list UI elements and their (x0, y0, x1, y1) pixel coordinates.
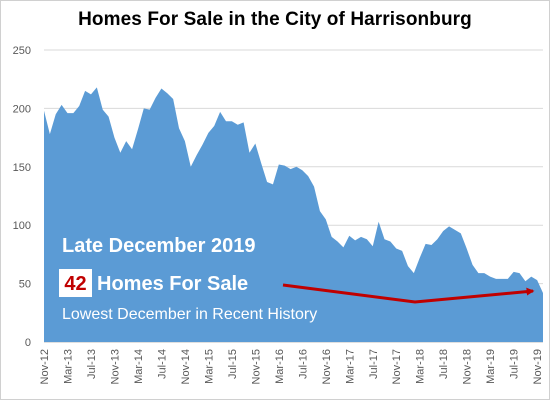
x-tick-label: Mar-15 (203, 349, 215, 384)
x-tick-label: Jul-14 (156, 349, 168, 379)
x-tick-label: Nov-15 (250, 349, 262, 384)
x-tick-label: Mar-17 (344, 349, 356, 384)
y-axis-ticks: 0 50 100 150 200 250 (13, 45, 31, 349)
annotation-subtitle: Lowest December in Recent History (62, 306, 317, 323)
y-tick-label: 50 (19, 279, 31, 291)
annotation-number: 42 (64, 273, 86, 295)
x-tick-label: Nov-17 (391, 349, 403, 384)
x-tick-label: Mar-13 (62, 349, 74, 384)
x-tick-label: Mar-19 (485, 349, 497, 384)
y-tick-label: 0 (25, 337, 31, 349)
x-tick-label: Nov-14 (180, 349, 192, 384)
x-tick-label: Nov-16 (321, 349, 333, 384)
area-series (44, 87, 543, 342)
x-tick-label: Nov-19 (532, 349, 544, 384)
x-tick-label: Mar-14 (133, 349, 145, 384)
x-tick-label: Nov-18 (462, 349, 474, 384)
x-tick-label: Jul-16 (297, 349, 309, 379)
x-tick-label: Mar-16 (274, 349, 286, 384)
x-tick-label: Mar-18 (415, 349, 427, 384)
x-tick-label: Nov-12 (39, 349, 51, 384)
x-tick-label: Jul-17 (368, 349, 380, 379)
y-tick-label: 200 (13, 103, 31, 115)
y-tick-label: 250 (13, 45, 31, 57)
y-tick-label: 150 (13, 162, 31, 174)
x-tick-label: Jul-13 (86, 349, 98, 379)
x-tick-label: Nov-13 (109, 349, 121, 384)
x-tick-label: Jul-15 (227, 349, 239, 379)
x-tick-label: Jul-19 (509, 349, 521, 379)
y-tick-label: 100 (13, 220, 31, 232)
annotation-heading: Late December 2019 (62, 235, 255, 257)
annotation-number-suffix: Homes For Sale (97, 273, 248, 295)
annotation-number-box (59, 269, 92, 297)
annotation-arrow (282, 283, 535, 304)
annotation: Late December 2019 42 Homes For Sale Low… (59, 235, 535, 323)
chart-title: Homes For Sale in the City of Harrisonbu… (78, 9, 472, 30)
x-tick-label: Jul-18 (438, 349, 450, 379)
x-axis-ticks: Nov-12 Mar-13 Jul-13 Nov-13 Mar-14 Jul-14 Nov-… (39, 349, 544, 384)
area-series-layer (44, 87, 543, 342)
